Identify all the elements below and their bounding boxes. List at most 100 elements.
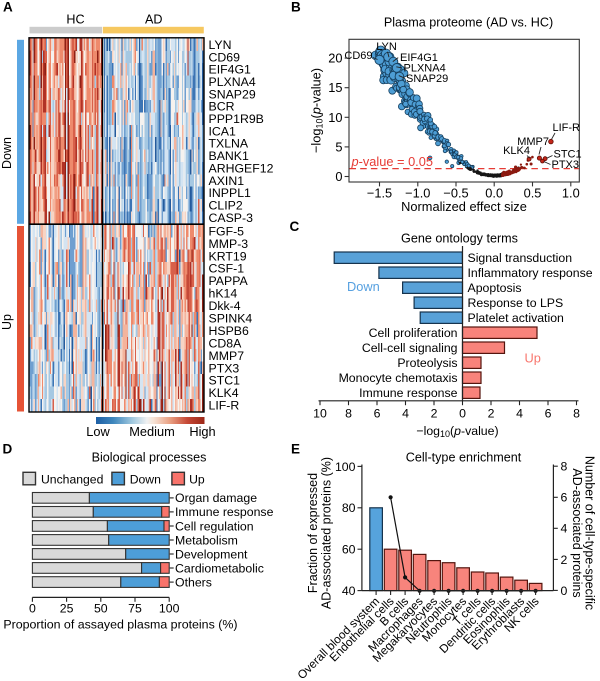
svg-text:HSPB6: HSPB6 bbox=[209, 324, 249, 338]
svg-text:D: D bbox=[3, 442, 13, 457]
svg-text:High: High bbox=[189, 424, 215, 439]
svg-text:BCR: BCR bbox=[209, 100, 235, 114]
svg-text:Up: Up bbox=[0, 314, 14, 330]
svg-text:50: 50 bbox=[94, 601, 108, 615]
svg-text:Down: Down bbox=[130, 472, 161, 486]
svg-text:KLK4: KLK4 bbox=[503, 145, 530, 157]
svg-text:6: 6 bbox=[545, 407, 552, 421]
svg-text:0: 0 bbox=[29, 601, 36, 615]
svg-text:PLXNA4: PLXNA4 bbox=[404, 63, 446, 75]
svg-text:AD-associated proteins (%): AD-associated proteins (%) bbox=[320, 457, 334, 609]
svg-text:E: E bbox=[291, 442, 300, 457]
svg-text:0.0: 0.0 bbox=[485, 186, 503, 201]
svg-text:Medium: Medium bbox=[129, 424, 175, 439]
svg-text:Cell-type enrichment: Cell-type enrichment bbox=[406, 451, 522, 465]
svg-text:CD8A: CD8A bbox=[209, 336, 243, 350]
svg-text:STC1: STC1 bbox=[209, 374, 241, 388]
svg-text:CSF-1: CSF-1 bbox=[209, 262, 245, 276]
svg-text:LYN: LYN bbox=[209, 38, 232, 52]
svg-text:Proportion of assayed plasma p: Proportion of assayed plasma proteins (%… bbox=[3, 618, 237, 632]
svg-text:CASP-3: CASP-3 bbox=[209, 211, 254, 225]
svg-text:Monocyte chemotaxis: Monocyte chemotaxis bbox=[339, 371, 458, 385]
svg-text:Gene ontology terms: Gene ontology terms bbox=[401, 232, 518, 246]
svg-text:Dkk-4: Dkk-4 bbox=[209, 299, 241, 313]
svg-text:PLXNA4: PLXNA4 bbox=[209, 75, 256, 89]
svg-text:Number of cell-type-specific: Number of cell-type-specific bbox=[583, 456, 597, 610]
svg-text:BANK1: BANK1 bbox=[209, 149, 249, 163]
svg-text:1.0: 1.0 bbox=[562, 186, 580, 201]
svg-text:Proteolysis: Proteolysis bbox=[397, 356, 457, 370]
svg-text:C: C bbox=[290, 219, 300, 234]
svg-text:PAPPA: PAPPA bbox=[209, 274, 249, 288]
svg-text:ICA1: ICA1 bbox=[209, 124, 236, 138]
svg-text:Unchanged: Unchanged bbox=[41, 472, 103, 486]
svg-text:MMP7: MMP7 bbox=[209, 349, 245, 363]
svg-text:Low: Low bbox=[86, 424, 110, 439]
svg-text:Overall blood system: Overall blood system bbox=[294, 594, 382, 681]
svg-text:4: 4 bbox=[516, 407, 523, 421]
svg-text:Response to LPS: Response to LPS bbox=[468, 296, 564, 310]
svg-text:Down: Down bbox=[0, 137, 14, 169]
svg-text:8: 8 bbox=[345, 407, 352, 421]
svg-text:PTX3: PTX3 bbox=[209, 361, 240, 375]
svg-text:10: 10 bbox=[313, 407, 327, 421]
svg-text:0.5: 0.5 bbox=[524, 186, 542, 201]
svg-text:Fraction of expressed: Fraction of expressed bbox=[306, 473, 320, 593]
svg-text:HC: HC bbox=[66, 13, 84, 27]
svg-text:Apoptosis: Apoptosis bbox=[468, 281, 522, 295]
svg-text:MMP-3: MMP-3 bbox=[209, 237, 249, 251]
svg-text:−1.0: −1.0 bbox=[405, 186, 430, 201]
svg-text:INPPL1: INPPL1 bbox=[209, 186, 252, 200]
svg-text:4: 4 bbox=[561, 522, 568, 536]
svg-text:100: 100 bbox=[159, 601, 180, 615]
svg-text:STC1: STC1 bbox=[554, 149, 582, 161]
svg-text:75: 75 bbox=[128, 601, 142, 615]
svg-text:SPINK4: SPINK4 bbox=[209, 312, 253, 326]
svg-text:−1.5: −1.5 bbox=[367, 186, 392, 201]
svg-text:60: 60 bbox=[342, 543, 356, 557]
svg-text:Up: Up bbox=[189, 472, 205, 486]
svg-text:Metabolism: Metabolism bbox=[175, 533, 238, 547]
svg-text:Development: Development bbox=[175, 547, 248, 561]
svg-text:KLK4: KLK4 bbox=[209, 386, 239, 400]
svg-text:CD69: CD69 bbox=[344, 50, 372, 62]
svg-text:−log10(p-value): −log10(p-value) bbox=[416, 424, 498, 439]
svg-text:EIF4G1: EIF4G1 bbox=[400, 52, 438, 64]
svg-text:SNAP29: SNAP29 bbox=[406, 73, 448, 85]
svg-text:−0.5: −0.5 bbox=[443, 186, 468, 201]
svg-text:Biological processes: Biological processes bbox=[92, 450, 207, 464]
svg-text:25: 25 bbox=[60, 601, 74, 615]
svg-text:Cell proliferation: Cell proliferation bbox=[369, 326, 458, 340]
svg-text:Platelet activation: Platelet activation bbox=[468, 311, 565, 325]
svg-text:Cell-cell signaling: Cell-cell signaling bbox=[362, 341, 458, 355]
svg-text:CD69: CD69 bbox=[209, 50, 241, 64]
svg-text:LIF-R: LIF-R bbox=[553, 122, 581, 134]
svg-text:FGF-5: FGF-5 bbox=[209, 224, 245, 238]
svg-text:Cardiometabolic: Cardiometabolic bbox=[175, 561, 264, 575]
svg-text:0: 0 bbox=[561, 584, 568, 598]
svg-text:Immune response: Immune response bbox=[359, 386, 458, 400]
svg-text:AXIN1: AXIN1 bbox=[209, 174, 245, 188]
svg-text:KRT19: KRT19 bbox=[209, 249, 247, 263]
svg-text:0: 0 bbox=[459, 407, 466, 421]
svg-text:Inflammatory response: Inflammatory response bbox=[468, 266, 593, 280]
svg-text:hK14: hK14 bbox=[209, 287, 238, 301]
svg-text:6: 6 bbox=[374, 407, 381, 421]
svg-text:100: 100 bbox=[335, 460, 356, 474]
svg-text:0: 0 bbox=[335, 169, 342, 184]
svg-text:Organ damage: Organ damage bbox=[175, 491, 257, 505]
svg-text:8: 8 bbox=[561, 460, 568, 474]
svg-text:80: 80 bbox=[342, 501, 356, 515]
svg-text:Up: Up bbox=[525, 351, 541, 366]
svg-text:2: 2 bbox=[488, 407, 495, 421]
svg-text:CLIP2: CLIP2 bbox=[209, 199, 243, 213]
svg-text:Signal transduction: Signal transduction bbox=[468, 251, 573, 265]
svg-text:LIF-R: LIF-R bbox=[209, 399, 240, 413]
svg-text:Normalized effect size: Normalized effect size bbox=[401, 199, 527, 214]
svg-text:2: 2 bbox=[561, 553, 568, 567]
svg-text:AD-associated proteins: AD-associated proteins bbox=[570, 468, 584, 597]
svg-text:SNAP29: SNAP29 bbox=[209, 87, 256, 101]
svg-text:Plasma proteome (AD vs. HC): Plasma proteome (AD vs. HC) bbox=[384, 16, 553, 30]
svg-text:10: 10 bbox=[328, 110, 342, 125]
svg-text:8: 8 bbox=[573, 407, 580, 421]
